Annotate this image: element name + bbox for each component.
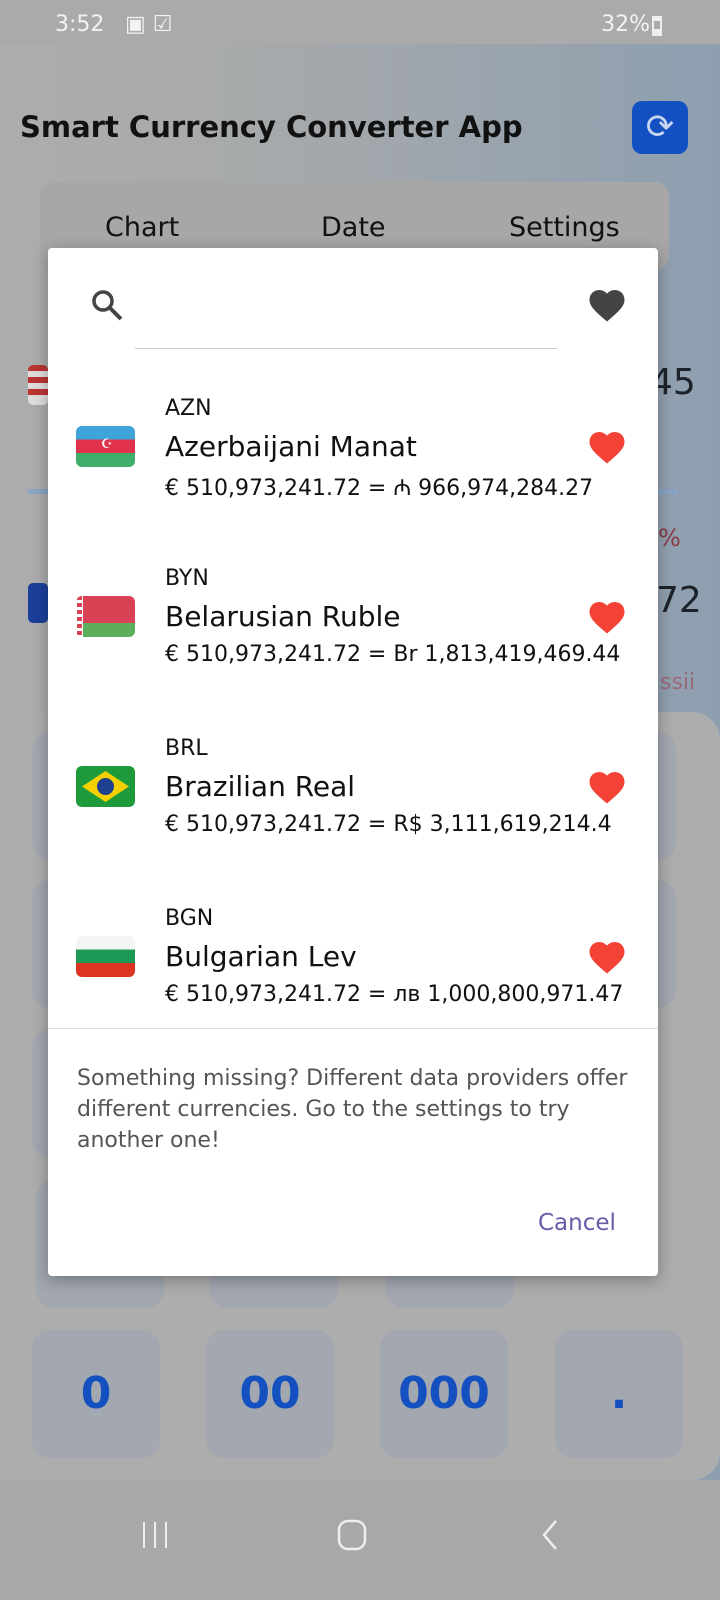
search-input[interactable] [135,288,557,344]
currency-name: Azerbaijani Manat [165,430,417,463]
key-00[interactable]: 00 [206,1330,334,1458]
favorite-heart-icon[interactable] [586,766,628,806]
conversion-text: € 510,973,241.72 = ₼ 966,974,284.27 [165,476,594,501]
currency-name: Brazilian Real [165,770,356,803]
currency-list-item-brl[interactable]: BRL Brazilian Real € 510,973,241.72 = R$… [48,716,658,886]
app-title: Smart Currency Converter App [20,110,523,144]
missing-currency-note: Something missing? Different data provid… [77,1066,628,1153]
currency-name: Belarusian Ruble [165,600,401,633]
favorite-heart-icon[interactable] [586,936,628,976]
currency-list-item-azn[interactable]: ☪ AZN Azerbaijani Manat € 510,973,241.72… [48,376,658,546]
percent-fragment: % [658,524,681,552]
search-underline [135,348,557,349]
flag-belarus [76,596,135,637]
currency-code: AZN [165,396,212,421]
flag-brazil [76,766,135,807]
battery-icon [652,16,662,36]
currency-name: Bulgarian Lev [165,940,357,973]
footer-divider [48,1028,658,1029]
currency-code: BYN [165,566,209,591]
sync-icon: ⟳ [645,107,675,147]
search-icon [92,290,123,321]
cancel-button[interactable]: Cancel [538,1210,616,1236]
back-icon[interactable] [538,1518,562,1552]
to-flag-eu [28,583,48,623]
home-icon[interactable] [336,1518,368,1552]
favorite-heart-icon[interactable] [586,426,628,466]
currency-list-item-bgn[interactable]: BGN Bulgarian Lev € 510,973,241.72 = лв … [48,886,658,1056]
currency-picker-dialog: ☪ AZN Azerbaijani Manat € 510,973,241.72… [48,248,658,1276]
from-flag-usa [28,365,48,405]
favorite-heart-icon[interactable] [586,596,628,636]
flag-bulgaria [76,936,135,977]
status-bar: 3:52 ▣ ☑ 32% [0,0,720,44]
currency-code: BRL [165,736,208,761]
system-nav-bar [0,1480,720,1600]
key-decimal[interactable]: . [555,1330,683,1458]
conversion-text: € 510,973,241.72 = лв 1,000,800,971.47 [165,982,624,1007]
amount-fragment-2: 72 [656,580,702,621]
link-fragment: ssii [660,670,696,695]
refresh-button[interactable]: ⟳ [632,101,688,154]
tab-date[interactable]: Date [321,212,386,243]
flag-azerbaijan: ☪ [76,426,135,467]
key-0[interactable]: 0 [32,1330,160,1458]
tab-settings[interactable]: Settings [509,212,620,243]
currency-code: BGN [165,906,214,931]
notification-icons: ▣ ☑ [90,12,173,37]
status-battery-text: 32% [601,12,650,37]
status-time: 3:52 [55,12,105,37]
conversion-text: € 510,973,241.72 = Br 1,813,419,469.44 [165,642,621,667]
favorites-filter-heart-icon[interactable] [586,284,628,324]
conversion-text: € 510,973,241.72 = R$ 3,111,619,214.4 [165,812,612,837]
key-000[interactable]: 000 [380,1330,508,1458]
recents-icon[interactable] [140,1520,170,1550]
currency-list-item-byn[interactable]: BYN Belarusian Ruble € 510,973,241.72 = … [48,546,658,716]
tab-chart[interactable]: Chart [105,212,180,243]
